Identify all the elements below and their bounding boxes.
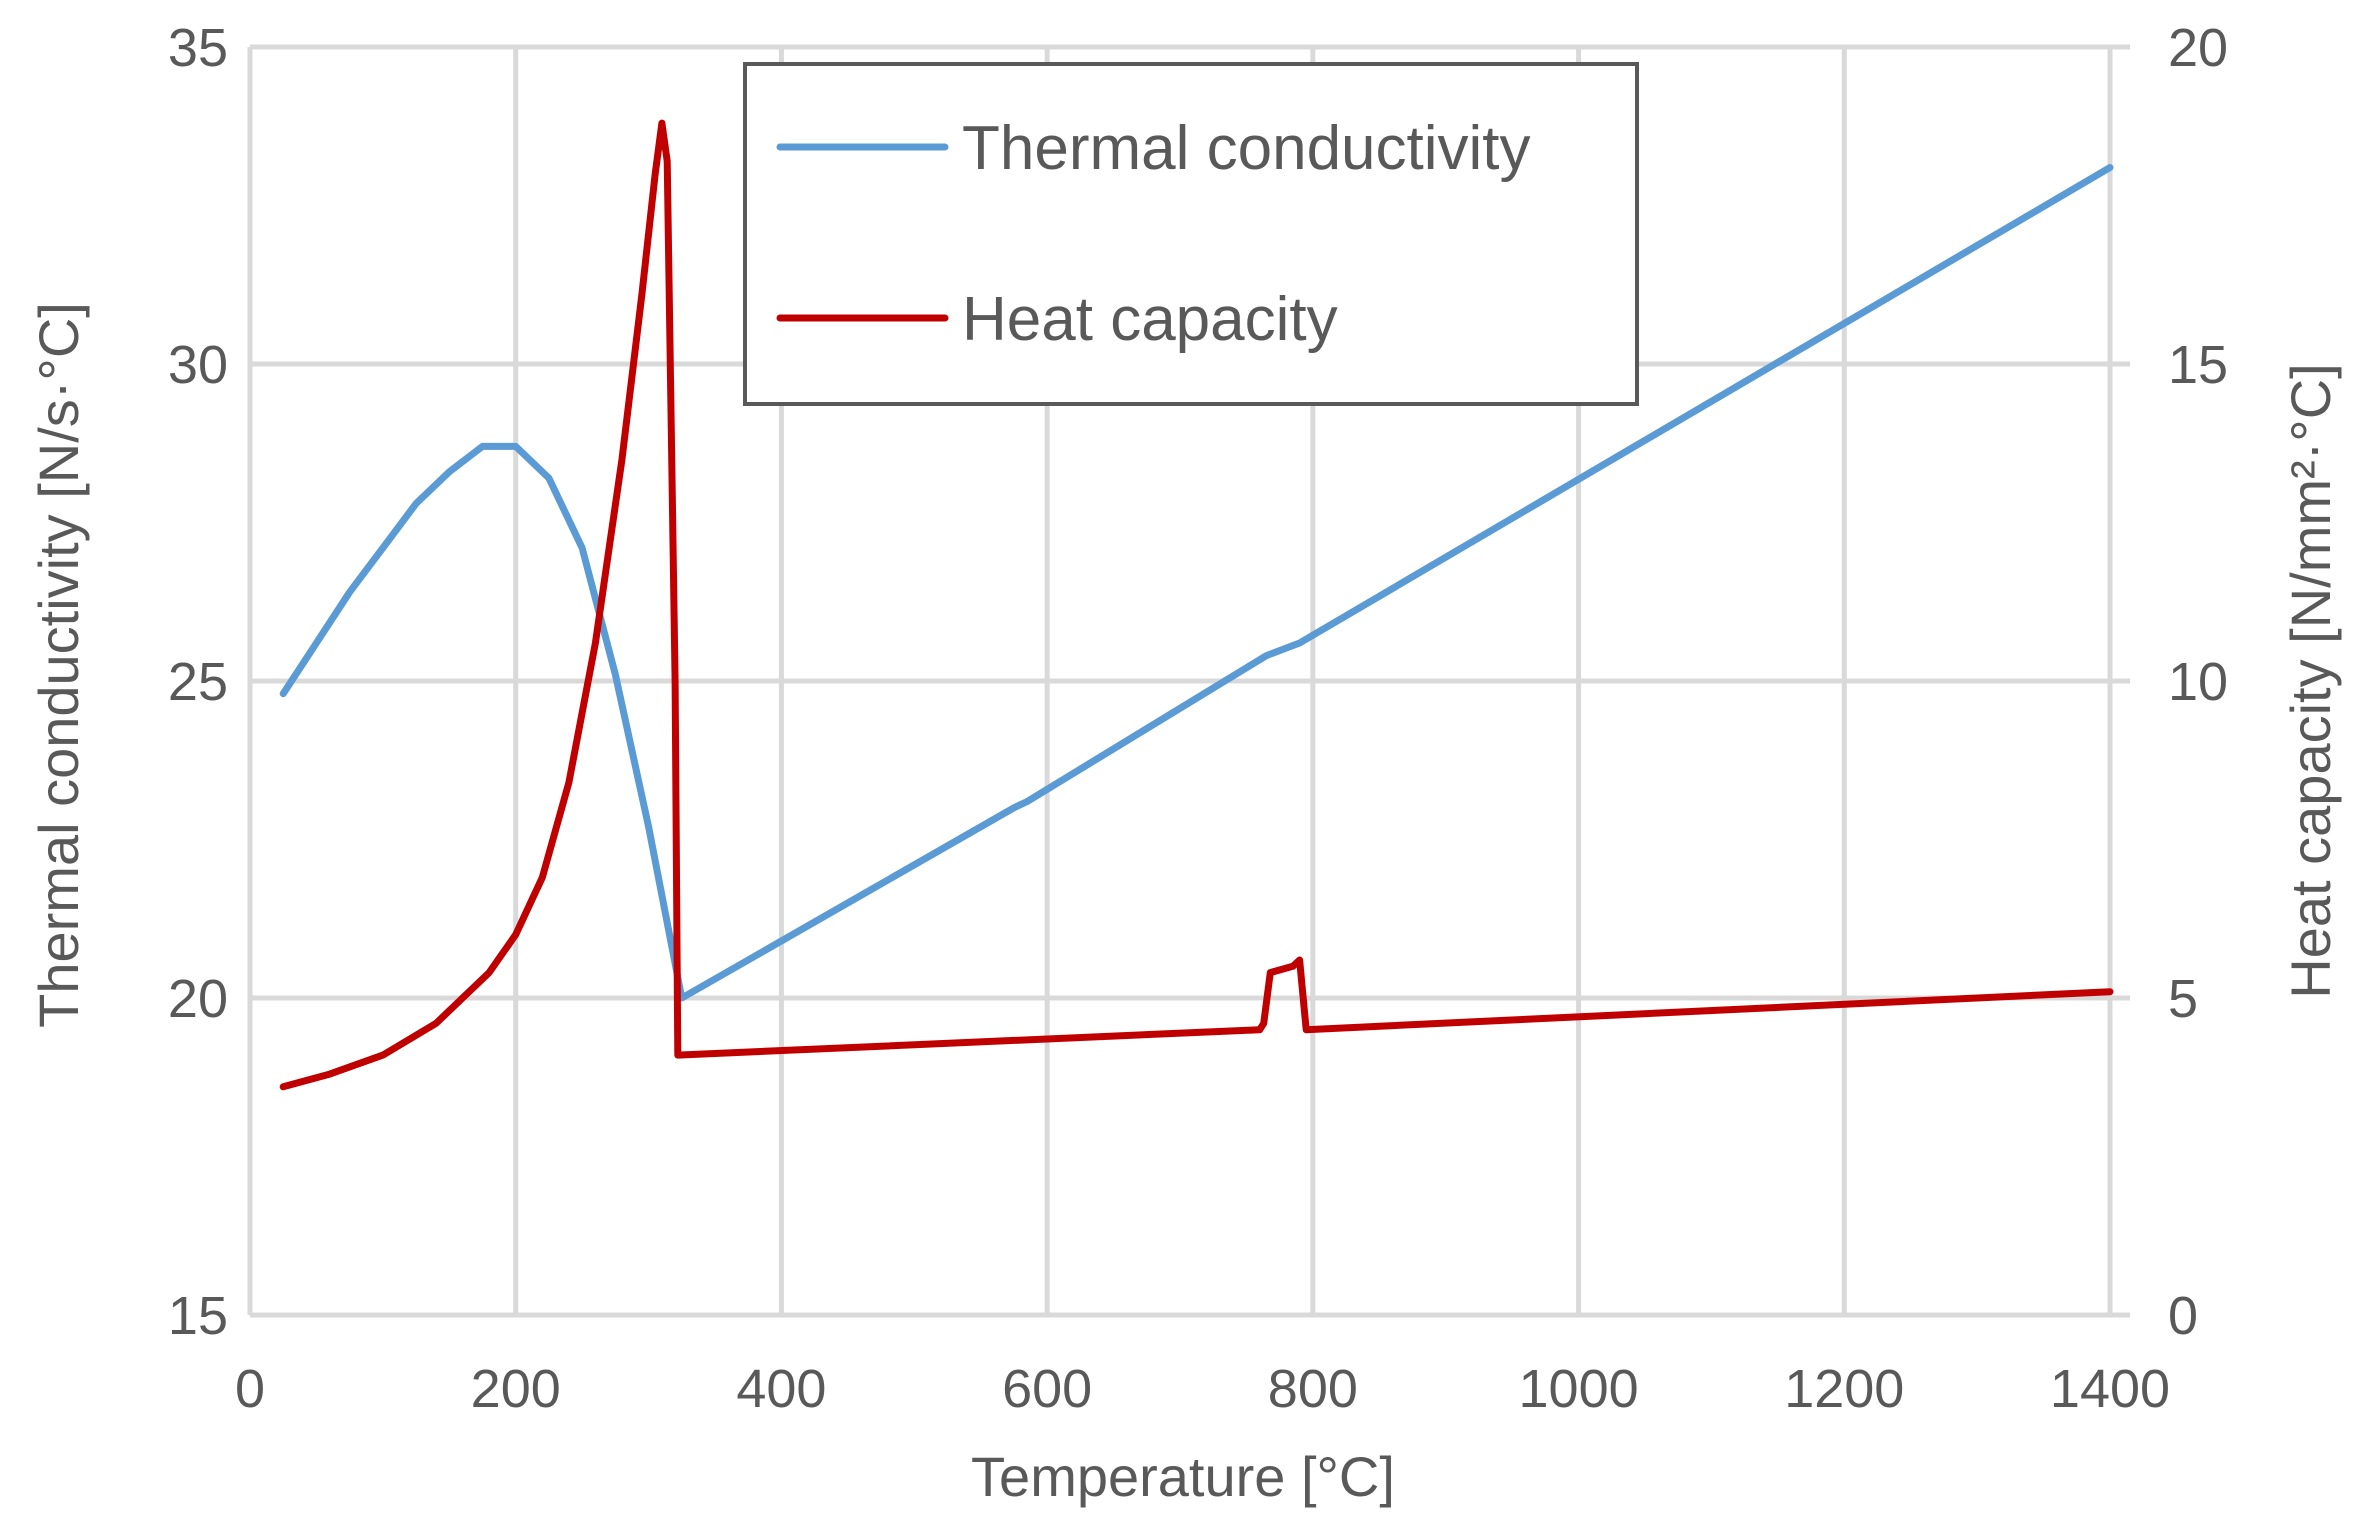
y2-tick-label: 0 [2168,1286,2198,1346]
y-tick-label: 30 [168,335,228,395]
x-tick-label: 1000 [1519,1359,1639,1419]
legend-box [743,62,1639,406]
y-axis-title: Thermal conductivity [N/s·°C] [27,302,90,1028]
x-tick-label: 0 [235,1359,265,1419]
legend-label-thermal-conductivity: Thermal conductivity [962,114,1531,183]
y2-axis-ticks: 0 5 10 15 20 [2110,18,2228,1346]
y2-tick-label: 20 [2168,18,2228,78]
y2-tick-label: 10 [2168,652,2228,712]
y-tick-label: 25 [168,652,228,712]
y-tick-label: 15 [168,1286,228,1346]
x-tick-label: 1400 [2050,1359,2170,1419]
x-axis-title: Temperature [°C] [971,1445,1395,1508]
y-tick-label: 35 [168,18,228,78]
legend-label-heat-capacity: Heat capacity [962,285,1338,354]
y2-tick-label: 15 [2168,335,2228,395]
x-tick-label: 600 [1002,1359,1092,1419]
x-tick-label: 1200 [1784,1359,1904,1419]
y-tick-label: 20 [168,969,228,1029]
y2-axis-title: Heat capacity [N/mm²·°C] [2279,363,2342,998]
x-tick-label: 200 [471,1359,561,1419]
y-axis-ticks: 15 20 25 30 35 [168,18,228,1346]
x-axis-ticks: 0 200 400 600 800 1000 1200 1400 [235,1359,2170,1419]
y2-tick-label: 5 [2168,969,2198,1029]
series-line-heat-capacity [279,119,2114,1091]
series-line-thermal-conductivity [279,164,2114,1002]
legend: Thermal conductivity Heat capacity [743,62,1639,406]
x-tick-label: 800 [1268,1359,1358,1419]
x-tick-label: 400 [736,1359,826,1419]
series-layer [279,119,2114,1091]
